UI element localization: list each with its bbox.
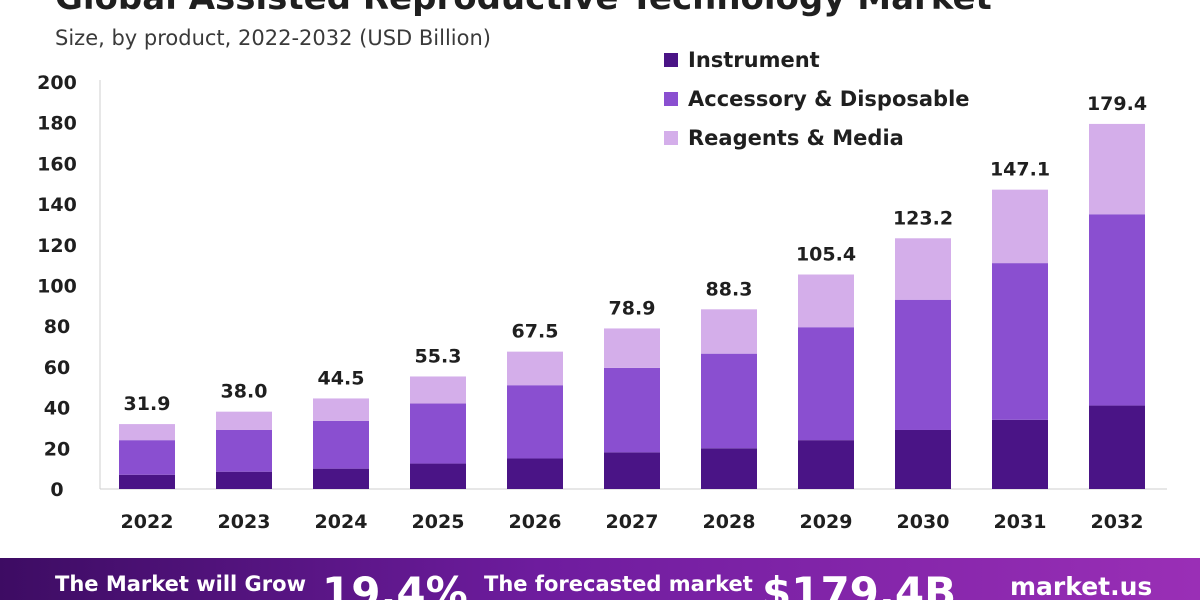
- total-labels: 31.9 38.0 44.5 55.3 67.5 78.9 88.3 105.4 123.2 14…: [124, 93, 1148, 415]
- y-tick-label: 160: [37, 153, 77, 175]
- x-tick-label-2031: 2031: [994, 511, 1047, 533]
- bar-accessory-2030: [895, 299, 951, 430]
- banner-text-forecast: The forecasted market: [484, 572, 753, 596]
- x-tick-label-2023: 2023: [218, 511, 271, 533]
- bar-reagents-2023: [216, 411, 272, 430]
- bar-instrument-2023: [216, 471, 272, 489]
- legend-label-instrument: Instrument: [688, 47, 820, 72]
- x-tick-label-2032: 2032: [1091, 511, 1144, 533]
- y-tick-label: 180: [37, 113, 77, 135]
- legend-swatch-accessory: [664, 91, 678, 106]
- bar-reagents-2027: [604, 328, 660, 368]
- legend: Instrument Accessory & Disposable Reagen…: [664, 40, 970, 157]
- y-tick-label: 100: [37, 276, 77, 298]
- x-tick-label-2027: 2027: [606, 511, 659, 533]
- bar-reagents-2031: [992, 189, 1048, 264]
- bar-instrument-2029: [798, 440, 854, 489]
- bar-reagents-2030: [895, 238, 951, 300]
- banner-value: $179.4B: [762, 568, 957, 600]
- total-label-2028: 88.3: [706, 278, 753, 300]
- bar-accessory-2022: [119, 440, 175, 475]
- legend-swatch-instrument: [664, 52, 678, 67]
- legend-item-instrument: Instrument: [664, 40, 970, 79]
- x-axis-ticks: 2022 2023 2024 2025 2026 2027 2028 2029 2030 2031…: [121, 511, 1144, 533]
- bar-instrument-2024: [313, 468, 369, 489]
- banner-logo: market.us: [1010, 572, 1153, 600]
- bar-accessory-2024: [313, 420, 369, 469]
- bar-accessory-2031: [992, 263, 1048, 420]
- y-tick-label: 20: [44, 438, 70, 460]
- y-tick-label: 140: [37, 194, 77, 216]
- bar-instrument-2025: [410, 463, 466, 489]
- bar-instrument-2030: [895, 429, 951, 489]
- bar-reagents-2026: [507, 351, 563, 386]
- x-tick-label-2022: 2022: [121, 511, 174, 533]
- y-tick-label: 120: [37, 235, 77, 257]
- total-label-2031: 147.1: [990, 159, 1050, 181]
- y-axis-ticks: 0 20 40 60 80 100 120 140 160 180 200: [37, 72, 77, 501]
- bars: [119, 123, 1145, 489]
- bar-accessory-2025: [410, 403, 466, 464]
- legend-swatch-reagents: [664, 130, 678, 145]
- legend-item-accessory: Accessory & Disposable: [664, 79, 970, 118]
- bar-reagents-2025: [410, 376, 466, 404]
- x-tick-label-2026: 2026: [509, 511, 562, 533]
- bar-instrument-2028: [701, 448, 757, 489]
- total-label-2029: 105.4: [796, 244, 856, 266]
- bar-accessory-2023: [216, 429, 272, 472]
- x-tick-label-2029: 2029: [800, 511, 853, 533]
- total-label-2022: 31.9: [124, 393, 171, 415]
- x-tick-label-2030: 2030: [897, 511, 950, 533]
- total-label-2027: 78.9: [609, 297, 656, 319]
- total-label-2023: 38.0: [221, 381, 268, 403]
- y-tick-label: 80: [44, 316, 70, 338]
- legend-label-accessory: Accessory & Disposable: [688, 86, 970, 111]
- bar-instrument-2027: [604, 452, 660, 489]
- bar-accessory-2026: [507, 385, 563, 459]
- total-label-2026: 67.5: [512, 321, 559, 343]
- banner-text-grow: The Market will Grow: [55, 572, 306, 596]
- bar-reagents-2032: [1089, 123, 1145, 215]
- total-label-2025: 55.3: [415, 345, 462, 367]
- bar-instrument-2031: [992, 419, 1048, 489]
- x-tick-label-2024: 2024: [315, 511, 368, 533]
- total-label-2024: 44.5: [318, 367, 365, 389]
- legend-label-reagents: Reagents & Media: [688, 125, 904, 150]
- promo-banner: The Market will Grow 19.4% The forecaste…: [0, 558, 1200, 600]
- bar-accessory-2032: [1089, 214, 1145, 406]
- bar-accessory-2029: [798, 327, 854, 441]
- total-label-2032: 179.4: [1087, 93, 1147, 115]
- bar-reagents-2029: [798, 274, 854, 328]
- y-tick-label: 200: [37, 72, 77, 94]
- y-tick-label: 0: [50, 479, 63, 501]
- chart-title: Global Assisted Reproductive Technology …: [55, 0, 992, 18]
- banner-cagr: 19.4%: [322, 568, 468, 600]
- bar-instrument-2026: [507, 458, 563, 489]
- x-tick-label-2028: 2028: [703, 511, 756, 533]
- chart-subtitle: Size, by product, 2022-2032 (USD Billion…: [55, 26, 491, 50]
- bar-accessory-2027: [604, 367, 660, 453]
- total-label-2030: 123.2: [893, 207, 953, 229]
- bar-reagents-2022: [119, 424, 175, 441]
- stacked-bar-chart: 0 20 40 60 80 100 120 140 160 180 200 31.9 38.0 44.5…: [37, 72, 1167, 533]
- y-tick-label: 40: [44, 398, 70, 420]
- x-tick-label-2025: 2025: [412, 511, 465, 533]
- y-tick-label: 60: [44, 357, 70, 379]
- bar-reagents-2024: [313, 398, 369, 421]
- bar-instrument-2032: [1089, 405, 1145, 489]
- bar-instrument-2022: [119, 474, 175, 489]
- bar-accessory-2028: [701, 353, 757, 449]
- legend-item-reagents: Reagents & Media: [664, 118, 970, 157]
- bar-reagents-2028: [701, 309, 757, 354]
